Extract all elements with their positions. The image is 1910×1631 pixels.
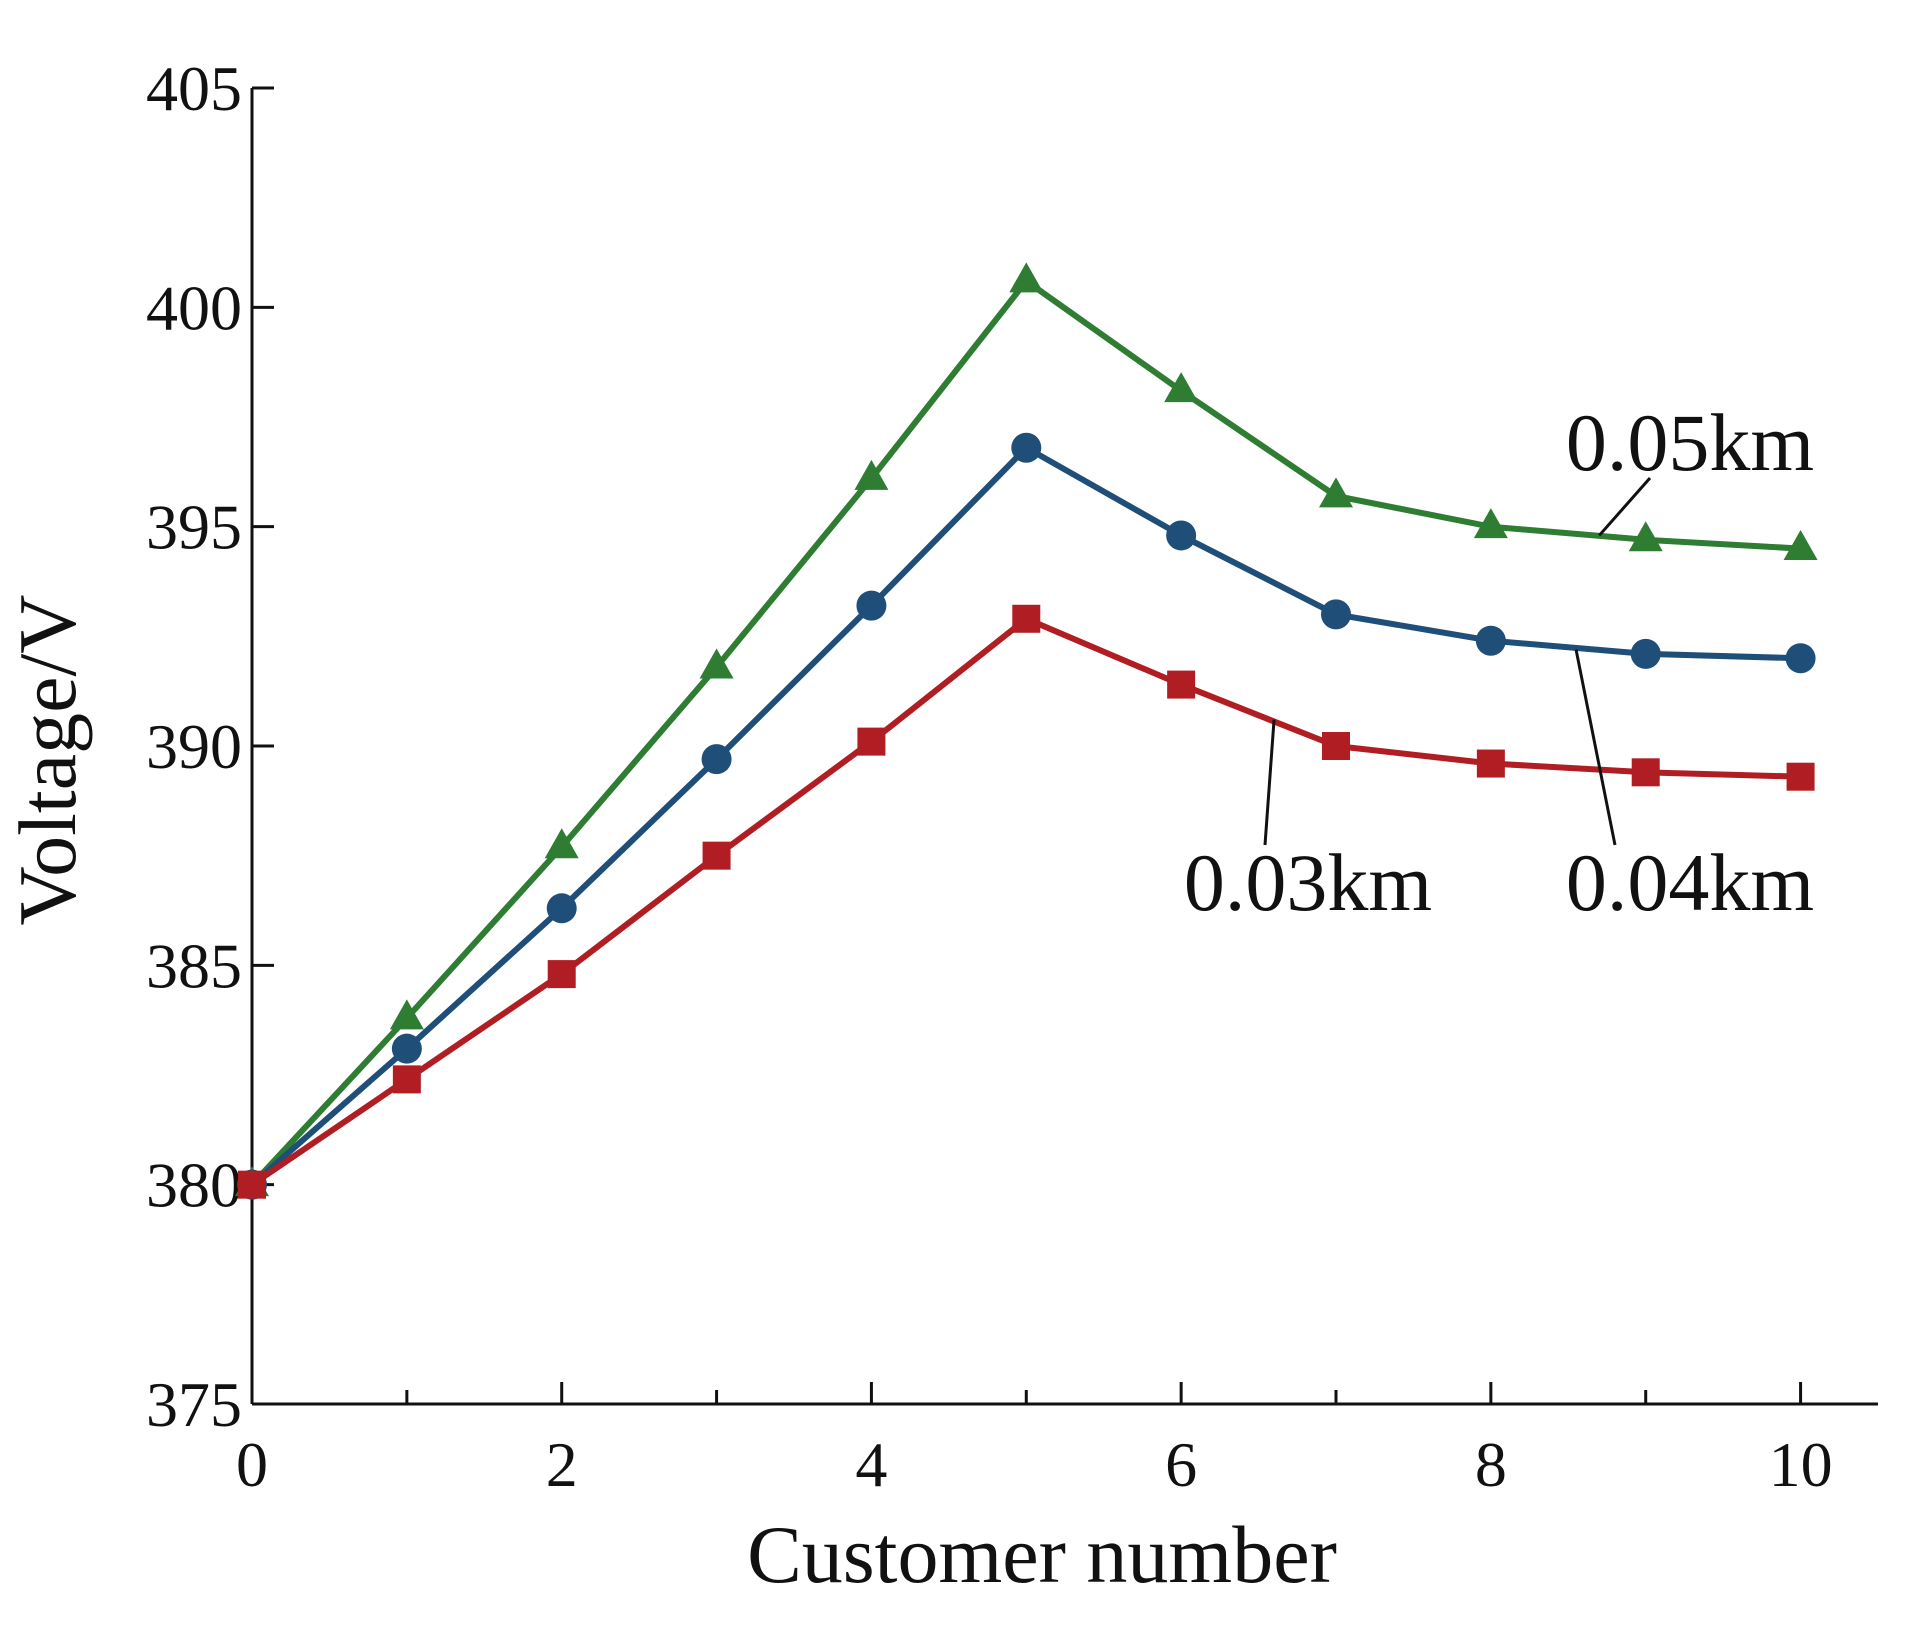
- annotation-label-0-04km: 0.04km: [1566, 837, 1814, 928]
- y-tick-label: 390: [146, 711, 242, 782]
- data-point-0-04km: [1785, 643, 1816, 674]
- data-point-0-03km: [392, 1065, 421, 1094]
- data-point-0-05km: [1628, 521, 1663, 552]
- data-point-0-05km: [1319, 477, 1353, 508]
- x-axis-label: Customer number: [747, 1509, 1337, 1600]
- series-markers: [235, 262, 1818, 1200]
- data-point-0-03km: [1167, 670, 1196, 699]
- x-tick-label: 6: [1165, 1429, 1197, 1500]
- data-point-0-04km: [391, 1033, 422, 1064]
- annotations: 0.05km 0.04km 0.03km: [1184, 397, 1814, 928]
- data-point-0-05km: [1783, 530, 1818, 560]
- x-tick-label: 10: [1769, 1429, 1833, 1500]
- data-point-0-03km: [857, 727, 886, 756]
- data-point-0-05km: [1009, 262, 1044, 293]
- data-point-0-03km: [1631, 758, 1660, 787]
- y-tick-label: 385: [146, 930, 242, 1001]
- data-point-0-04km: [1011, 432, 1042, 463]
- annotation-label-0-05km: 0.05km: [1566, 397, 1814, 488]
- data-point-0-04km: [1166, 520, 1197, 551]
- x-tick-label: 4: [855, 1429, 887, 1500]
- data-point-0-05km: [544, 828, 579, 859]
- data-point-0-03km: [1322, 732, 1350, 760]
- data-point-0-05km: [854, 459, 889, 490]
- data-point-0-03km: [1476, 749, 1505, 778]
- data-point-0-04km: [1321, 599, 1351, 630]
- data-point-0-03km: [547, 960, 576, 989]
- annotation-label-0-03km: 0.03km: [1184, 837, 1432, 928]
- y-tick-label: 400: [146, 272, 242, 343]
- x-tick-label: 2: [546, 1429, 578, 1500]
- data-point-0-03km: [238, 1170, 266, 1199]
- annotation-leader-0-05km: [1598, 477, 1652, 537]
- data-point-0-05km: [1164, 372, 1199, 403]
- data-point-0-03km: [1786, 762, 1815, 791]
- x-tick-label: 8: [1475, 1429, 1507, 1500]
- y-tick-label: 380: [146, 1150, 242, 1221]
- y-tick-label: 375: [146, 1369, 242, 1440]
- data-point-0-03km: [702, 841, 731, 870]
- x-tick-label: 0: [236, 1429, 268, 1500]
- data-point-0-03km: [1012, 604, 1041, 633]
- y-tick-label: 405: [146, 53, 242, 124]
- y-tick-label: 395: [146, 492, 242, 563]
- data-point-0-04km: [701, 744, 732, 775]
- data-point-0-05km: [699, 648, 734, 679]
- annotation-leader-0-04km: [1574, 649, 1617, 846]
- y-axis-label: Voltage/V: [2, 594, 93, 925]
- ticks: 375 380 385 390 395 400 405 0 2 4 6 8 10: [146, 53, 1833, 1500]
- data-point-0-04km: [856, 590, 887, 621]
- axes: [250, 88, 1878, 1406]
- data-point-0-04km: [1630, 638, 1661, 669]
- data-point-0-05km: [1473, 508, 1508, 539]
- data-point-0-04km: [546, 893, 577, 924]
- data-point-0-04km: [1475, 625, 1506, 656]
- series-line-0-04km: [250, 444, 1801, 1187]
- data-point-0-05km: [389, 999, 424, 1030]
- annotation-leader-0-03km: [1263, 719, 1276, 846]
